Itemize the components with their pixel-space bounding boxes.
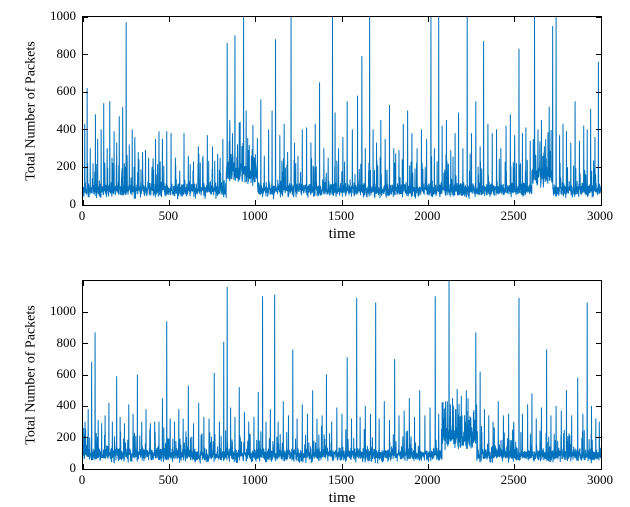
panel-bottom: Total Number of Packets time 02004006008…	[82, 280, 602, 470]
xtick-label: 1500	[328, 472, 354, 488]
xtick-label: 1500	[328, 208, 354, 224]
xtick-label: 1000	[242, 472, 268, 488]
plot-area-top	[82, 16, 602, 206]
ytick-label: 400	[16, 397, 76, 413]
xtick-label: 500	[159, 208, 179, 224]
xtick-label: 1000	[242, 208, 268, 224]
xtick-label: 3000	[587, 472, 613, 488]
trace-top	[83, 17, 601, 205]
ytick-label: 800	[16, 46, 76, 62]
xtick-label: 2000	[414, 208, 440, 224]
xlabel-top: time	[82, 226, 602, 243]
xtick-label: 0	[79, 208, 86, 224]
ytick-label: 800	[16, 335, 76, 351]
ytick-label: 0	[16, 460, 76, 476]
xtick-label: 500	[159, 472, 179, 488]
ytick-label: 200	[16, 158, 76, 174]
xlabel-bottom: time	[82, 490, 602, 507]
xtick-label: 2500	[501, 472, 527, 488]
ytick-label: 600	[16, 83, 76, 99]
figure: Total Number of Packets time 0 200 400 600 8…	[0, 0, 630, 506]
ytick-label: 1000	[16, 8, 76, 24]
xtick-label: 0	[79, 472, 86, 488]
plot-area-bottom	[82, 280, 602, 470]
ylabel-top: Total Number of Packets	[22, 16, 42, 206]
panel-top: Total Number of Packets time 02004006008…	[82, 16, 602, 206]
ytick-label: 0	[16, 196, 76, 212]
trace-bottom	[83, 281, 601, 469]
ytick-label: 200	[16, 429, 76, 445]
ytick-label: 600	[16, 366, 76, 382]
xtick-label: 2500	[501, 208, 527, 224]
ytick-label: 400	[16, 121, 76, 137]
ytick-label: 1000	[16, 303, 76, 319]
xtick-label: 3000	[587, 208, 613, 224]
xtick-label: 2000	[414, 472, 440, 488]
